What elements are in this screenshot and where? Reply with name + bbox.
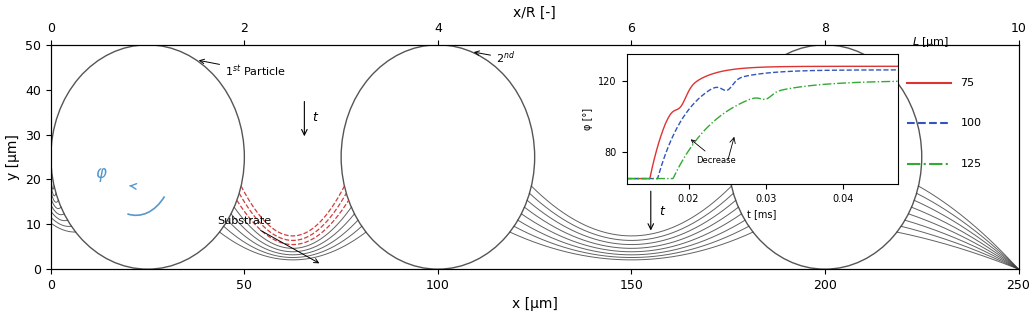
Text: 1$^{st}$ Particle: 1$^{st}$ Particle bbox=[200, 59, 286, 79]
Text: 75: 75 bbox=[960, 78, 975, 88]
Text: $\varphi$: $\varphi$ bbox=[94, 166, 108, 184]
X-axis label: x/R [-]: x/R [-] bbox=[513, 6, 556, 20]
Text: 125: 125 bbox=[960, 159, 981, 169]
Text: Substrate: Substrate bbox=[218, 216, 318, 263]
X-axis label: x [μm]: x [μm] bbox=[512, 297, 557, 311]
Text: 2$^{nd}$: 2$^{nd}$ bbox=[474, 49, 515, 66]
Text: $t$: $t$ bbox=[312, 111, 319, 124]
Y-axis label: y [μm]: y [μm] bbox=[5, 134, 20, 180]
Text: 100: 100 bbox=[960, 118, 981, 128]
Text: $t$: $t$ bbox=[659, 205, 666, 218]
Text: $L$ [µm]: $L$ [µm] bbox=[912, 35, 949, 49]
